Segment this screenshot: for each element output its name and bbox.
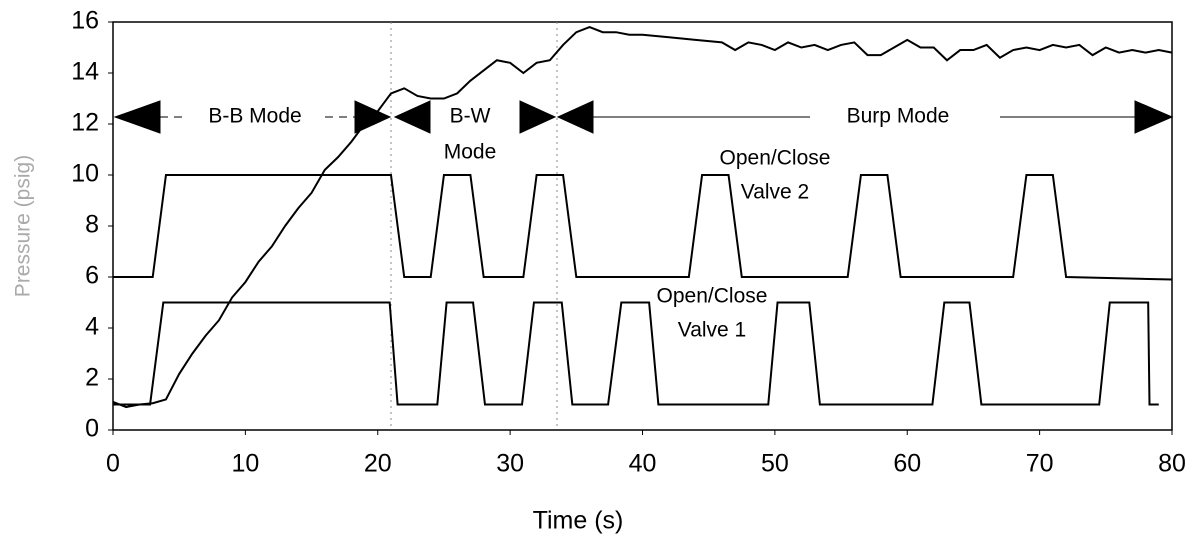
x-tick-label: 40 <box>629 450 657 478</box>
annotation: Burp Mode <box>847 105 950 128</box>
series-line <box>113 174 1173 281</box>
x-tick-label: 80 <box>1158 450 1186 478</box>
annotation: Mode <box>444 141 497 164</box>
plot-frame <box>112 21 1173 431</box>
series-line <box>112 26 1173 409</box>
x-axis-label: Time (s) <box>533 507 624 535</box>
annotation: B-B Mode <box>208 105 301 128</box>
y-tick-label: 14 <box>71 58 99 86</box>
arrow-head <box>519 100 557 134</box>
y-tick-label: 6 <box>85 262 99 290</box>
annotation: B-W <box>450 105 491 128</box>
series-line <box>113 301 1159 406</box>
x-tick-label: 30 <box>496 450 524 478</box>
arrow-head <box>556 100 594 134</box>
y-tick-label: 0 <box>85 415 99 443</box>
y-tick-label: 10 <box>71 160 99 188</box>
x-tick-label: 50 <box>761 450 789 478</box>
arrow-head <box>113 100 161 134</box>
y-tick-label: 8 <box>85 211 99 239</box>
y-axis-label: Pressure (psig) <box>12 155 35 297</box>
arrow-head <box>393 100 431 134</box>
x-tick-label: 60 <box>893 450 921 478</box>
x-tick-label: 10 <box>231 450 259 478</box>
y-tick-label: 12 <box>71 109 99 137</box>
y-tick-label: 4 <box>85 313 99 341</box>
annotation: Open/Close <box>720 147 831 170</box>
x-tick-label: 20 <box>364 450 392 478</box>
annotation: Open/Close <box>657 285 768 308</box>
y-tick-label: 16 <box>71 7 99 35</box>
x-tick-label: 0 <box>106 450 120 478</box>
annotation: Valve 1 <box>678 319 747 342</box>
y-tick-label: 2 <box>85 364 99 392</box>
annotation: Valve 2 <box>741 181 810 204</box>
x-tick-label: 70 <box>1026 450 1054 478</box>
arrow-head <box>1134 100 1174 134</box>
